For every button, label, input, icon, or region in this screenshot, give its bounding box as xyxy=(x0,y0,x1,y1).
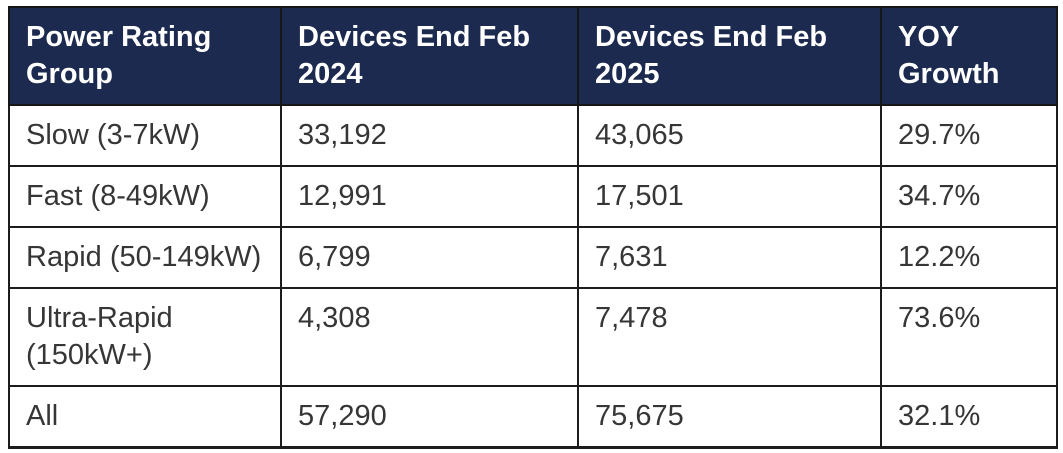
cell-group-fast: Fast (8-49kW) xyxy=(8,165,282,228)
column-header-yoy-growth: YOY Growth xyxy=(880,6,1058,106)
table-row-ultra-rapid: Ultra-Rapid (150kW+) 4,308 7,478 73.6% xyxy=(8,287,1058,387)
cell-ultra-rapid-2025: 7,478 xyxy=(577,287,882,387)
cell-fast-yoy: 34.7% xyxy=(880,165,1058,228)
cell-group-ultra-rapid: Ultra-Rapid (150kW+) xyxy=(8,287,282,387)
cell-all-yoy: 32.1% xyxy=(880,385,1058,449)
cell-rapid-yoy: 12.2% xyxy=(880,226,1058,289)
column-header-devices-end-feb-2024: Devices End Feb 2024 xyxy=(280,6,579,106)
cell-ultra-rapid-yoy: 73.6% xyxy=(880,287,1058,387)
cell-fast-2024: 12,991 xyxy=(280,165,579,228)
column-header-devices-end-feb-2025: Devices End Feb 2025 xyxy=(577,6,882,106)
table-row-slow: Slow (3-7kW) 33,192 43,065 29.7% xyxy=(8,104,1058,167)
cell-ultra-rapid-2024: 4,308 xyxy=(280,287,579,387)
table-row-rapid: Rapid (50-149kW) 6,799 7,631 12.2% xyxy=(8,226,1058,289)
table-row-all: All 57,290 75,675 32.1% xyxy=(8,385,1058,449)
cell-slow-yoy: 29.7% xyxy=(880,104,1058,167)
power-rating-table: Power Rating Group Devices End Feb 2024 … xyxy=(8,6,1058,449)
cell-group-rapid: Rapid (50-149kW) xyxy=(8,226,282,289)
cell-group-all: All xyxy=(8,385,282,449)
cell-all-2024: 57,290 xyxy=(280,385,579,449)
column-header-power-rating-group: Power Rating Group xyxy=(8,6,282,106)
cell-group-slow: Slow (3-7kW) xyxy=(8,104,282,167)
cell-all-2025: 75,675 xyxy=(577,385,882,449)
table-row-fast: Fast (8-49kW) 12,991 17,501 34.7% xyxy=(8,165,1058,228)
cell-fast-2025: 17,501 xyxy=(577,165,882,228)
cell-slow-2025: 43,065 xyxy=(577,104,882,167)
cell-rapid-2025: 7,631 xyxy=(577,226,882,289)
header-row: Power Rating Group Devices End Feb 2024 … xyxy=(8,6,1058,106)
cell-slow-2024: 33,192 xyxy=(280,104,579,167)
cell-rapid-2024: 6,799 xyxy=(280,226,579,289)
